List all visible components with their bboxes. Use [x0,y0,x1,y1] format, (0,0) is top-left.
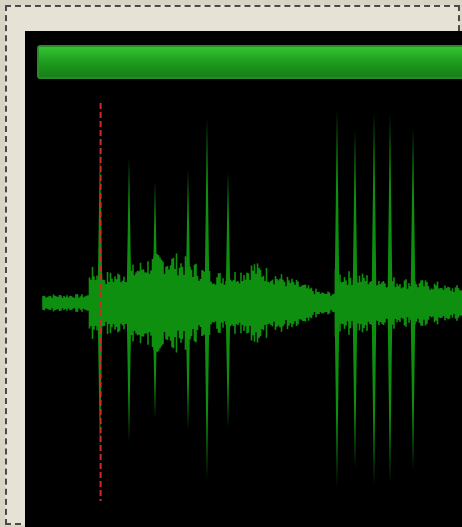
waveform-transient [225,171,231,429]
waveform-transient [371,111,377,486]
waveform-transient [410,127,416,471]
waveform-transient [185,169,191,431]
waveform-display[interactable] [25,31,462,527]
progress-bar-fill [39,47,462,77]
waveform-panel[interactable] [25,31,462,527]
audio-widget-frame [5,5,462,527]
waveform [42,109,462,488]
waveform-transient [334,109,340,488]
progress-bar[interactable] [37,45,462,79]
waveform-transient [152,181,158,419]
waveform-transient [352,129,358,469]
waveform-transient [126,157,132,442]
waveform-body [42,253,462,353]
waveform-transient [387,113,393,484]
waveform-transient [204,117,210,480]
